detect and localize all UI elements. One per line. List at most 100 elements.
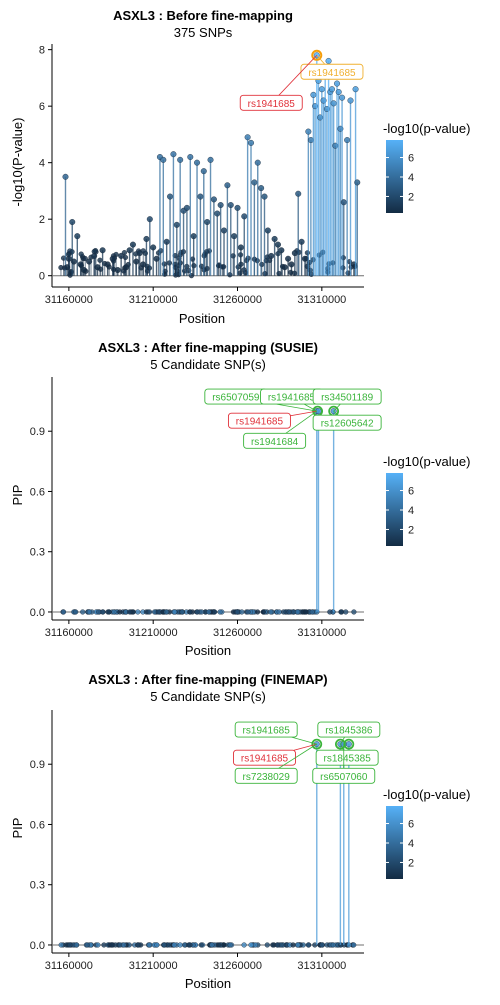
panel1-colorbar-legend: -log10(p-value) 2 4 6 bbox=[383, 121, 470, 213]
snp-point bbox=[280, 609, 287, 615]
snp-point bbox=[153, 255, 160, 262]
candidate-snp-circle bbox=[343, 738, 355, 750]
snp-point bbox=[127, 609, 133, 615]
snp-point bbox=[67, 942, 73, 948]
snp-point bbox=[231, 233, 238, 240]
snp-label-box bbox=[312, 388, 382, 405]
snp-point bbox=[254, 159, 261, 166]
panel3-subtitle: 5 Candidate SNP(s) bbox=[150, 689, 266, 704]
snp-point bbox=[146, 609, 153, 615]
snp-point bbox=[163, 609, 169, 615]
snp-point bbox=[155, 609, 161, 615]
snp-point bbox=[135, 609, 141, 615]
snp-label-text: rs1941685 bbox=[268, 393, 316, 404]
snp-point bbox=[140, 261, 147, 268]
snp-point bbox=[69, 219, 76, 226]
snp-point bbox=[291, 250, 298, 257]
snp-point bbox=[304, 250, 311, 256]
y-tick-label: 0.0 bbox=[30, 607, 45, 619]
snp-point bbox=[268, 609, 274, 615]
x-tick-label: 31160000 bbox=[45, 294, 93, 306]
snp-point bbox=[334, 80, 341, 87]
snp-point bbox=[216, 942, 222, 948]
snp-point bbox=[86, 609, 93, 615]
snp-point bbox=[111, 609, 117, 615]
panel2-title: ASXL3 : After fine-mapping (SUSIE) bbox=[98, 340, 318, 355]
snp-point bbox=[264, 942, 270, 948]
y-tick-label: 0.3 bbox=[30, 547, 45, 559]
snp-label-box bbox=[312, 767, 376, 784]
snp-point bbox=[136, 250, 143, 257]
snp-label-text: rs1941685 bbox=[243, 726, 291, 737]
snp-point bbox=[78, 251, 84, 257]
snp-point bbox=[224, 182, 231, 189]
y-tick-label: 6 bbox=[39, 101, 45, 113]
snp-point bbox=[70, 258, 77, 265]
snp-point bbox=[183, 204, 190, 211]
snp-point bbox=[123, 264, 130, 271]
snp-point bbox=[163, 238, 170, 245]
snp-point bbox=[117, 609, 123, 615]
snp-point bbox=[305, 128, 312, 135]
snp-point bbox=[80, 609, 86, 615]
snp-point bbox=[186, 942, 192, 948]
x-tick-label: 31260000 bbox=[213, 960, 262, 972]
snp-point bbox=[177, 156, 184, 163]
snp-point bbox=[217, 202, 224, 209]
snp-point bbox=[260, 609, 266, 615]
colorbar-tick-label: 6 bbox=[408, 819, 414, 831]
snp-point bbox=[206, 609, 212, 615]
x-tick-label: 31210000 bbox=[129, 294, 178, 306]
snp-point bbox=[99, 247, 106, 254]
snp-point bbox=[352, 86, 359, 93]
panel2-colorbar-legend: -log10(p-value) 2 4 6 bbox=[383, 454, 470, 546]
panel1-colorbar-ticks: 2 4 6 bbox=[386, 153, 414, 203]
panel-before-fine-mapping: ASXL3 : Before fine-mapping 375 SNPs 0 2 4… bbox=[10, 8, 470, 326]
snp-label-text: rs34501189 bbox=[321, 393, 374, 404]
snp-point bbox=[325, 57, 332, 64]
x-tick-label: 31160000 bbox=[45, 960, 93, 972]
panel1-title: ASXL3 : Before fine-mapping bbox=[113, 8, 293, 23]
panel2-plot-area: 0.0 0.3 0.6 0.9 31160000 31210000 31260000 3131… bbox=[30, 377, 382, 639]
snp-point bbox=[114, 267, 121, 274]
snp-point bbox=[241, 942, 247, 948]
snp-point bbox=[258, 185, 265, 192]
snp-point bbox=[276, 609, 282, 615]
snp-point bbox=[227, 942, 233, 948]
snp-point bbox=[81, 267, 88, 274]
snp-point bbox=[310, 91, 317, 98]
colorbar-tick-label: 6 bbox=[408, 153, 414, 165]
panel2-colorbar bbox=[386, 473, 403, 546]
snp-point bbox=[254, 609, 261, 615]
snp-point bbox=[73, 942, 80, 948]
panel3-plot-area: 0.0 0.3 0.6 0.9 31160000 31210000 31260000 3131… bbox=[30, 710, 381, 972]
snp-point bbox=[198, 942, 204, 948]
panel2-subtitle: 5 Candidate SNP(s) bbox=[150, 357, 266, 372]
snp-point bbox=[303, 609, 309, 615]
snp-label-box bbox=[315, 749, 379, 766]
candidate-snp-circle bbox=[311, 738, 323, 750]
snp-point bbox=[234, 609, 241, 615]
snp-point bbox=[354, 179, 361, 186]
snp-point bbox=[143, 235, 150, 242]
x-tick-label: 31310000 bbox=[297, 960, 346, 972]
snp-point bbox=[199, 609, 205, 615]
snp-point bbox=[298, 238, 305, 245]
snp-point bbox=[204, 219, 211, 226]
snp-point bbox=[244, 134, 251, 141]
snp-point bbox=[154, 942, 160, 948]
snp-point bbox=[106, 609, 112, 615]
snp-point bbox=[221, 227, 228, 234]
snp-label-text: rs1941685 bbox=[308, 68, 356, 79]
snp-point bbox=[274, 942, 281, 948]
colorbar-tick-label: 4 bbox=[408, 505, 414, 517]
snp-point bbox=[295, 190, 302, 197]
snp-label-box bbox=[234, 767, 298, 784]
snp-point bbox=[339, 609, 345, 615]
snp-point bbox=[316, 252, 322, 258]
panel3-y-axis-label: PIP bbox=[10, 818, 25, 839]
snp-point bbox=[160, 156, 167, 163]
panel1-subtitle: 375 SNPs bbox=[174, 25, 233, 40]
snp-point bbox=[335, 89, 342, 96]
snp-point bbox=[330, 942, 336, 948]
